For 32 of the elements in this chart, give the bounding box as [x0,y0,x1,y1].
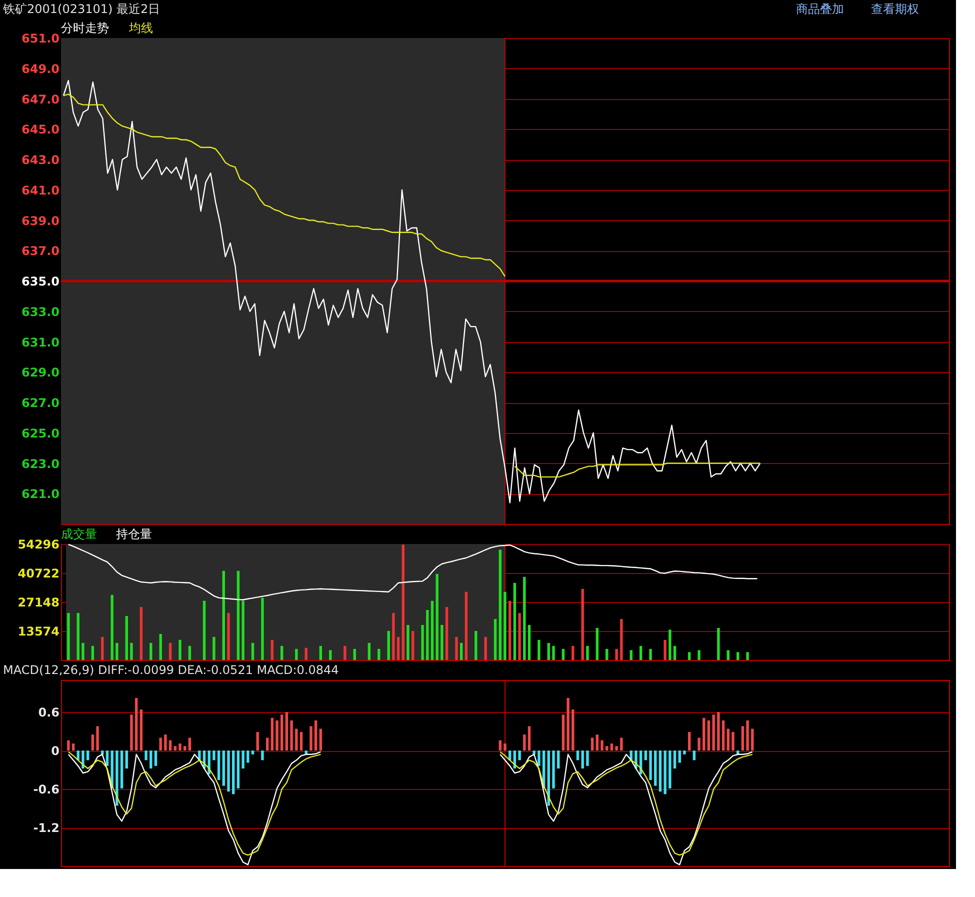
y-tick-label: 621.0 [22,487,60,502]
text: 均线 [128,21,153,35]
series-label: 持仓量 [116,527,152,541]
y-tick-label: 625.0 [22,426,60,440]
y-tick-label: 643.0 [22,153,60,167]
text: 成交量 [61,527,97,541]
chart-title: 铁矿2001(023101) 最近2日 [2,2,160,16]
y-tick-label: 645.0 [22,122,60,137]
y-tick-label: 629.0 [22,366,60,380]
y-tick-label: 13574 [18,624,60,638]
y-tick-label: 40722 [18,566,60,580]
text: 商品叠加 [796,2,844,16]
y-tick-label: 633.0 [22,304,60,319]
y-tick-label: 631.0 [22,335,60,350]
y-tick-label: 637.0 [22,244,60,258]
y-tick-label: 27148 [18,596,60,610]
y-tick-label: 0 [51,744,60,758]
y-tick-label: 54296 [18,538,60,552]
y-tick-label: 623.0 [22,456,60,471]
y-tick-label: -0.6 [33,782,60,797]
y-tick-label: 651.0 [22,32,60,46]
y-tick-label: 635.0 [22,274,60,288]
y-tick-label: -1.2 [33,821,60,836]
y-tick-label: 647.0 [22,92,60,106]
y-tick-label: 639.0 [22,214,60,228]
y-tick-label: 0.6 [38,706,60,720]
chart-title: MACD(12,26,9) DIFF:-0.0099 DEA:-0.0521 MACD:0.0844 [3,663,339,677]
y-tick-label: 641.0 [22,183,60,198]
text: 分时走势 [61,21,109,35]
text: 查看期权 [871,2,919,16]
y-tick-label: 649.0 [22,62,60,76]
y-tick-label: 627.0 [22,396,60,410]
